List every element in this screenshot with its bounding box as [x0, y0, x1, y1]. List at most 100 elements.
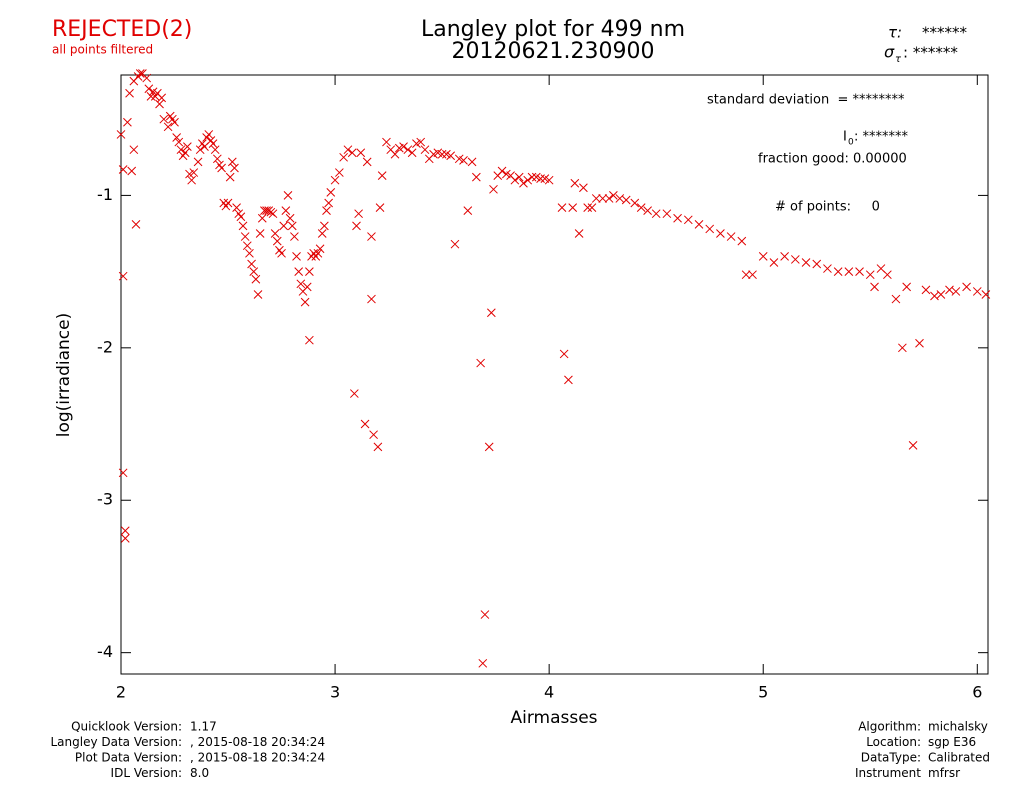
point: [865, 270, 875, 280]
point: [705, 224, 715, 234]
point: [921, 285, 931, 295]
point: [908, 441, 918, 450]
y-tick-label: -4: [97, 642, 113, 661]
point: [294, 267, 304, 276]
point: [741, 270, 751, 280]
point: [790, 255, 800, 264]
point: [769, 258, 779, 267]
point: [486, 308, 496, 318]
point: [195, 145, 205, 155]
point: [180, 148, 190, 158]
point: [232, 203, 241, 212]
point: [962, 282, 971, 292]
point: [236, 212, 246, 222]
point: [544, 175, 554, 185]
point: [240, 232, 250, 241]
point: [320, 221, 329, 231]
footer-value: mfrsr: [928, 766, 960, 780]
point: [347, 148, 357, 158]
point: [514, 172, 524, 182]
point: [210, 145, 220, 155]
point: [780, 252, 789, 261]
point: [245, 248, 254, 258]
point: [497, 166, 507, 176]
tau-value: ******: [922, 24, 968, 42]
point: [144, 84, 154, 94]
point: [257, 213, 267, 223]
point: [238, 221, 248, 231]
point: [898, 343, 907, 353]
point: [146, 91, 156, 101]
point: [369, 430, 378, 440]
point: [855, 267, 864, 276]
point: [951, 287, 961, 296]
point: [172, 133, 182, 142]
point: [354, 209, 363, 219]
point: [324, 198, 334, 208]
point: [255, 229, 265, 238]
point: [812, 259, 822, 269]
x-tick-label: 4: [544, 683, 554, 702]
point: [523, 175, 533, 185]
point: [446, 151, 456, 161]
point: [489, 184, 498, 194]
point: [272, 236, 282, 246]
point: [343, 145, 353, 155]
point: [118, 271, 128, 281]
point: [604, 194, 614, 203]
point: [174, 137, 184, 147]
point: [591, 194, 601, 203]
point: [726, 232, 736, 241]
point: [352, 221, 361, 231]
point: [302, 282, 312, 292]
point: [382, 137, 391, 147]
point: [621, 195, 631, 205]
point: [559, 349, 569, 359]
footer-label: IDL Version:: [111, 766, 182, 780]
point: [673, 213, 682, 223]
footer-value: Calibrated: [928, 751, 990, 765]
sigma-value: : ******: [903, 44, 958, 62]
point: [283, 191, 293, 200]
point: [208, 139, 218, 148]
point: [651, 209, 661, 219]
point: [212, 154, 222, 164]
sigma-sub: τ: [895, 54, 902, 65]
x-axis-label: Airmasses: [510, 708, 597, 728]
point: [472, 172, 481, 182]
y-tick-label: -1: [97, 185, 113, 204]
point: [292, 252, 301, 261]
point: [223, 198, 233, 208]
i0-label: I: [843, 130, 847, 145]
x-tick-label: 3: [330, 683, 340, 702]
point: [574, 229, 584, 238]
point: [285, 213, 295, 223]
point: [630, 198, 640, 208]
point: [118, 165, 128, 174]
i0-value: : *******: [854, 130, 909, 145]
point: [510, 175, 520, 185]
point: [268, 209, 278, 219]
point: [247, 259, 256, 269]
footer-label: Quicklook Version:: [71, 720, 182, 734]
point: [407, 148, 417, 158]
footer-label: Location:: [866, 735, 921, 749]
point: [142, 73, 152, 83]
footer-label: Instrument: [855, 766, 921, 780]
footer-label: DataType:: [861, 751, 921, 765]
point: [801, 258, 811, 267]
point: [157, 93, 167, 103]
point: [527, 172, 537, 182]
point: [883, 270, 892, 280]
sigma-label: σ: [884, 43, 895, 62]
point: [579, 183, 588, 193]
footer-value: sgp E36: [928, 735, 976, 749]
point: [915, 338, 924, 348]
point: [251, 274, 261, 284]
point: [758, 252, 768, 261]
point: [290, 232, 299, 241]
fraction-good: fraction good: 0.00000: [758, 152, 907, 167]
point: [833, 267, 843, 276]
point: [330, 175, 340, 185]
point: [844, 267, 854, 276]
